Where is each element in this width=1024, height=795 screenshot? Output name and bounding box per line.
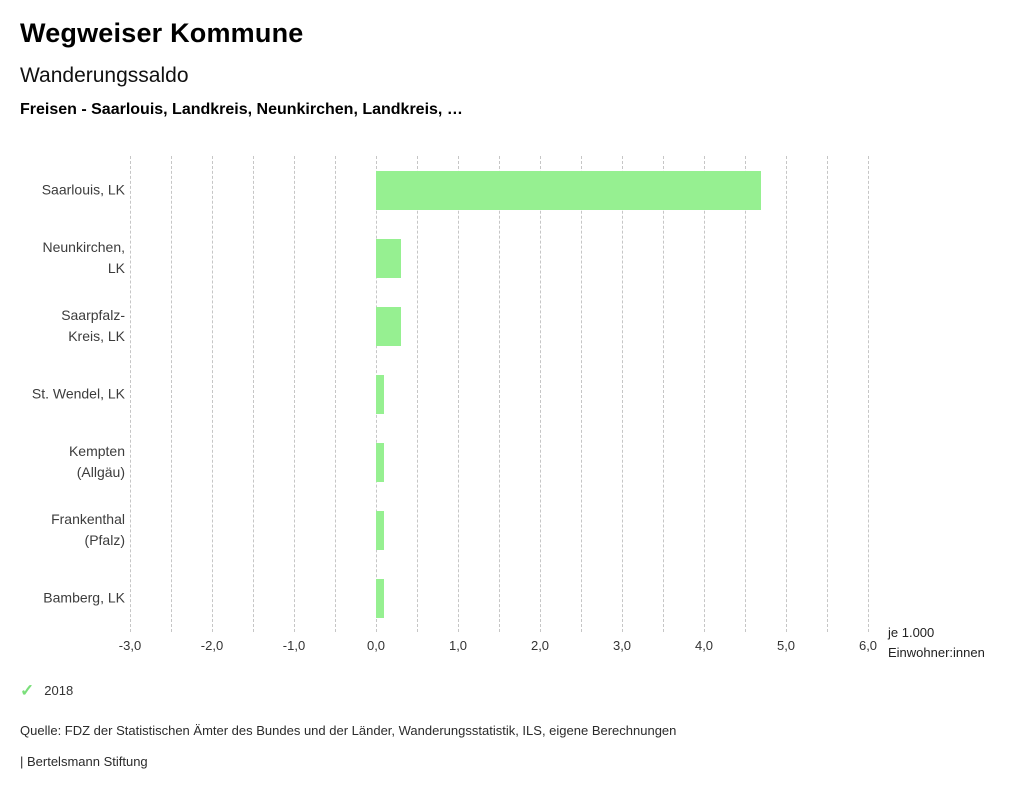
x-tick-label: -1,0	[282, 638, 306, 653]
y-label-st-wendel-lk: St. Wendel, LK	[31, 385, 125, 402]
gridline	[827, 156, 828, 632]
gridline	[622, 156, 623, 632]
y-label-saarpfalz-kreis-lk: Saarpfalz- Kreis, LK	[61, 307, 125, 344]
x-tick-label: 2,0	[530, 638, 550, 653]
x-tick-label: 3,0	[612, 638, 632, 653]
gridline	[663, 156, 664, 632]
bar-saarpfalz-kreis-lk[interactable]	[376, 306, 401, 346]
bar-bamberg-lk[interactable]	[376, 578, 385, 618]
gridline	[294, 156, 295, 632]
gridline	[786, 156, 787, 632]
y-label-frankenthal-pfalz: Frankenthal (Pfalz)	[51, 511, 125, 548]
legend-item-2018[interactable]: ✓ 2018	[20, 682, 73, 699]
x-tick-label: 0,0	[366, 638, 386, 653]
bar-frankenthal-pfalz[interactable]	[376, 510, 385, 550]
x-tick-label: 1,0	[448, 638, 468, 653]
gridline	[540, 156, 541, 632]
x-tick-label: -3,0	[118, 638, 142, 653]
legend-label: 2018	[44, 683, 74, 698]
gridline	[130, 156, 131, 632]
x-axis-unit-label: je 1.000 Einwohner:innen	[888, 625, 985, 660]
gridline	[417, 156, 418, 632]
gridline	[253, 156, 254, 632]
x-tick-label: -2,0	[200, 638, 224, 653]
y-label-saarlouis-lk: Saarlouis, LK	[41, 181, 125, 198]
gridline	[458, 156, 459, 632]
gridline	[581, 156, 582, 632]
gridline	[868, 156, 869, 632]
header: Wegweiser Kommune Wanderungssaldo Freise…	[20, 18, 980, 119]
chart-title: Wanderungssaldo	[20, 64, 189, 87]
x-axis-ticks: -3,0 -2,0 -1,0 0,0 1,0 2,0 3,0 4,0 5,0 6,0	[119, 638, 877, 656]
y-label-bamberg-lk: Bamberg, LK	[43, 589, 125, 606]
chart-comparison-subtitle: Freisen - Saarlouis, Landkreis, Neunkirc…	[20, 101, 463, 118]
x-tick-label: 6,0	[858, 638, 878, 653]
x-tick-label: 4,0	[694, 638, 714, 653]
bar-saarlouis-lk[interactable]	[376, 170, 762, 210]
checkmark-icon: ✓	[20, 681, 35, 700]
gridline	[499, 156, 500, 632]
page-title: Wegweiser Kommune	[20, 18, 304, 48]
gridline	[704, 156, 705, 632]
gridline	[171, 156, 172, 632]
gridline	[212, 156, 213, 632]
gridline	[745, 156, 746, 632]
branding-text: | Bertelsmann Stiftung	[20, 754, 148, 769]
bar-neunkirchen-lk[interactable]	[376, 238, 401, 278]
y-label-kempten-allg-u: Kempten (Allgäu)	[68, 443, 125, 480]
source-text: Quelle: FDZ der Statistischen Ämter des …	[20, 723, 677, 738]
bar-kempten-allg-u[interactable]	[376, 442, 385, 482]
plot-area	[130, 156, 869, 632]
bar-st-wendel-lk[interactable]	[376, 374, 385, 414]
y-axis-labels: Saarlouis, LK Neunkirchen, LK Saarpfalz- K…	[0, 156, 125, 632]
gridline	[335, 156, 336, 632]
x-tick-label: 5,0	[776, 638, 796, 653]
y-label-neunkirchen-lk: Neunkirchen, LK	[42, 239, 126, 276]
